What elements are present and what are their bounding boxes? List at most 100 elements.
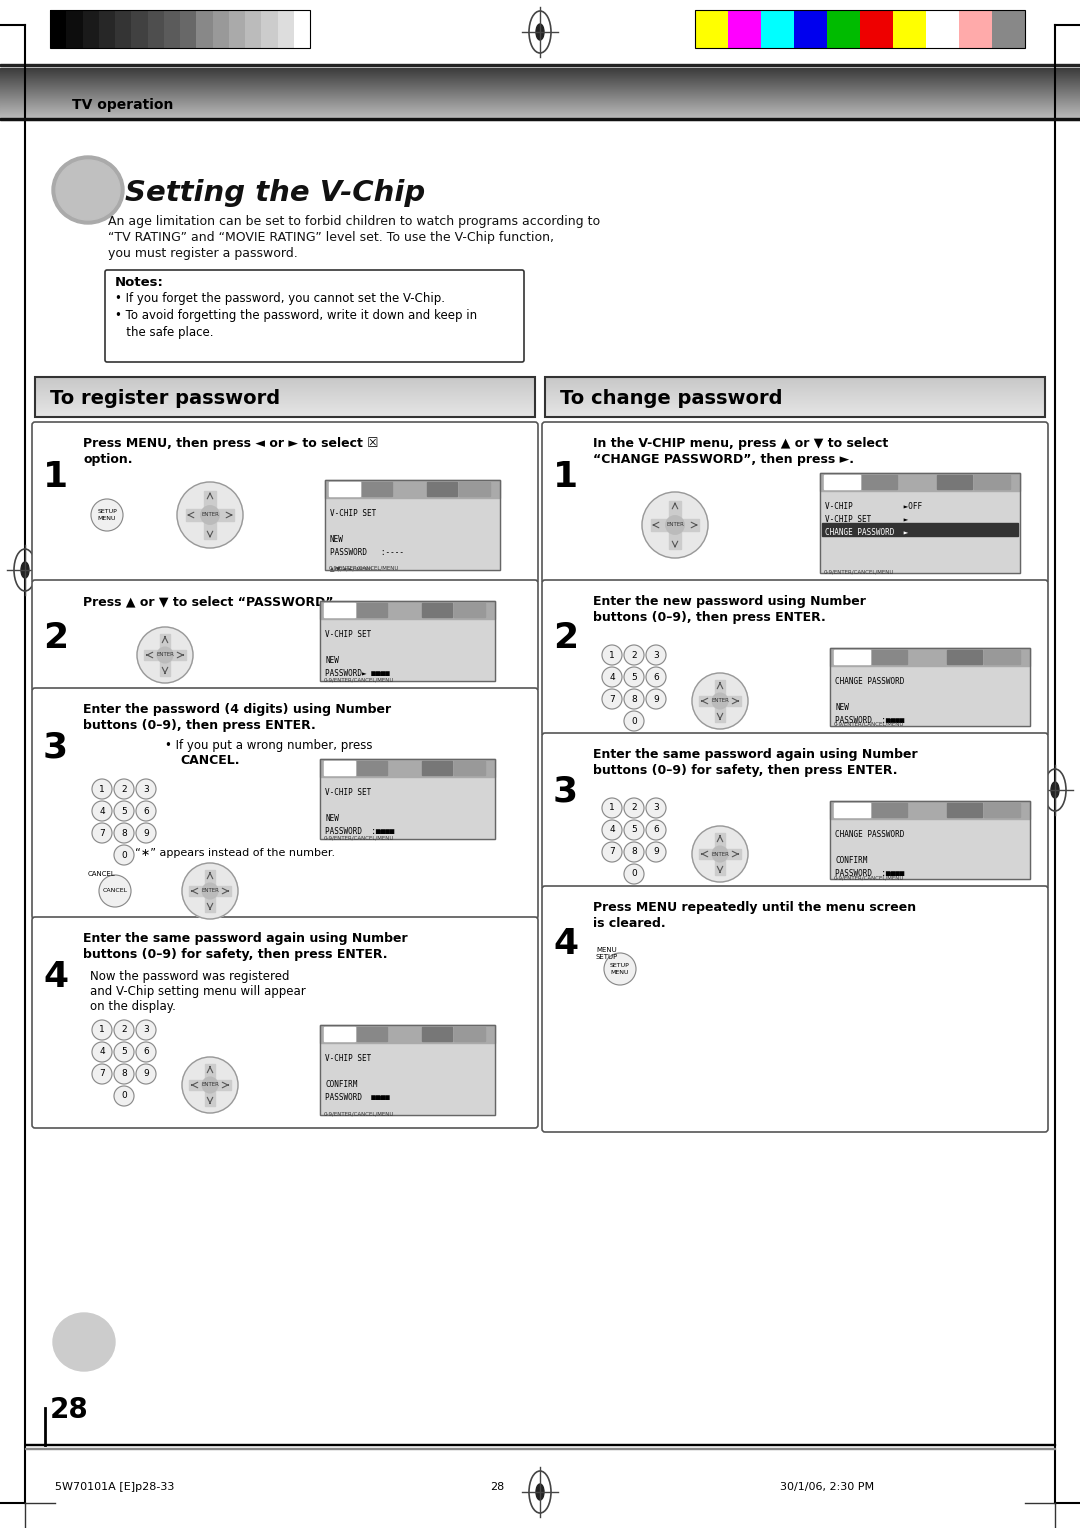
Text: PASSWORD  :■■■■: PASSWORD :■■■■ — [325, 827, 394, 836]
Bar — [947, 649, 983, 665]
Text: “∗” appears instead of the number.: “∗” appears instead of the number. — [135, 848, 335, 859]
Bar — [872, 649, 907, 665]
Bar — [726, 848, 741, 859]
Circle shape — [201, 506, 219, 524]
Bar — [229, 11, 245, 47]
Bar — [650, 518, 669, 532]
Bar — [216, 509, 234, 521]
Text: 5: 5 — [121, 807, 126, 816]
Bar — [356, 1027, 388, 1041]
Text: 7: 7 — [99, 828, 105, 837]
Bar — [261, 11, 278, 47]
FancyBboxPatch shape — [542, 886, 1048, 1132]
Bar — [320, 1025, 495, 1044]
Text: Press ▲ or ▼ to select “PASSWORD”.: Press ▲ or ▼ to select “PASSWORD”. — [83, 594, 338, 608]
Text: buttons (0–9) for safety, then press ENTER.: buttons (0–9) for safety, then press ENT… — [83, 947, 388, 961]
Text: Notes:: Notes: — [114, 277, 164, 289]
Circle shape — [183, 863, 238, 918]
Text: 1: 1 — [99, 1025, 105, 1034]
FancyBboxPatch shape — [542, 733, 1048, 889]
Text: 1: 1 — [43, 460, 68, 494]
Bar — [320, 1025, 495, 1115]
Text: 0-9/ENTER/CANCEL/MENU: 0-9/ENTER/CANCEL/MENU — [324, 677, 394, 681]
Text: 2: 2 — [43, 620, 68, 656]
Bar — [389, 604, 420, 617]
Bar — [984, 649, 1020, 665]
Bar — [422, 604, 453, 617]
Circle shape — [624, 668, 644, 688]
Text: 6: 6 — [653, 825, 659, 834]
Text: 3: 3 — [144, 1025, 149, 1034]
Text: • If you forget the password, you cannot set the V-Chip.: • If you forget the password, you cannot… — [114, 292, 445, 306]
Text: NEW: NEW — [835, 703, 849, 712]
Bar — [831, 801, 1030, 879]
Text: Press MENU, then press ◄ or ► to select ☒: Press MENU, then press ◄ or ► to select … — [83, 437, 378, 451]
Text: 0-9/ENTER/CANCEL/MENU: 0-9/ENTER/CANCEL/MENU — [824, 568, 894, 575]
Circle shape — [646, 689, 666, 709]
Bar — [205, 897, 215, 912]
Bar — [35, 377, 535, 417]
Text: CONFIRM: CONFIRM — [325, 1080, 357, 1089]
Circle shape — [602, 842, 622, 862]
Circle shape — [136, 1021, 156, 1041]
Text: 2: 2 — [121, 1025, 126, 1034]
Ellipse shape — [536, 1484, 544, 1500]
Text: V-CHIP SET: V-CHIP SET — [330, 509, 376, 518]
Text: Press MENU repeatedly until the menu screen: Press MENU repeatedly until the menu scr… — [593, 902, 916, 914]
Text: CANCEL: CANCEL — [87, 871, 114, 877]
Circle shape — [712, 847, 728, 862]
Text: CHANGE PASSWORD: CHANGE PASSWORD — [835, 677, 904, 686]
Circle shape — [114, 845, 134, 865]
Bar — [459, 481, 490, 497]
Bar — [325, 480, 500, 570]
Circle shape — [114, 1042, 134, 1062]
FancyBboxPatch shape — [542, 581, 1048, 736]
Bar — [936, 475, 972, 489]
Text: ENTER: ENTER — [666, 523, 684, 527]
Bar — [145, 649, 160, 660]
Ellipse shape — [1051, 782, 1059, 798]
Circle shape — [646, 798, 666, 817]
Text: 6: 6 — [144, 1048, 149, 1056]
Text: PASSWORD  ■■■■: PASSWORD ■■■■ — [325, 1093, 390, 1102]
Text: CHANGE PASSWORD  ►: CHANGE PASSWORD ► — [825, 529, 908, 536]
Text: ▲/▼/◄/►/ MENU: ▲/▼/◄/►/ MENU — [330, 565, 373, 571]
Text: 0-9/ENTER/CANCEL/MENU: 0-9/ENTER/CANCEL/MENU — [834, 876, 904, 880]
Text: SETUP: SETUP — [596, 953, 618, 960]
Circle shape — [92, 1042, 112, 1062]
Bar — [455, 604, 485, 617]
Circle shape — [665, 516, 685, 535]
Text: buttons (0–9) for safety, then press ENTER.: buttons (0–9) for safety, then press ENT… — [593, 764, 897, 778]
Circle shape — [136, 1063, 156, 1083]
Text: MENU: MENU — [596, 947, 618, 953]
Text: PASSWORD  :■■■■: PASSWORD :■■■■ — [835, 717, 904, 724]
Text: CANCEL.: CANCEL. — [180, 753, 240, 767]
Bar — [50, 11, 310, 47]
Text: To register password: To register password — [50, 388, 280, 408]
Bar — [245, 11, 261, 47]
Circle shape — [602, 689, 622, 709]
Text: 0: 0 — [631, 869, 637, 879]
Circle shape — [177, 481, 243, 549]
Text: ENTER: ENTER — [711, 698, 729, 703]
Text: 1: 1 — [609, 804, 615, 813]
Circle shape — [114, 1086, 134, 1106]
Text: 1: 1 — [99, 784, 105, 793]
Bar — [394, 481, 424, 497]
Text: To change password: To change password — [561, 388, 783, 408]
Bar — [189, 1080, 205, 1091]
FancyBboxPatch shape — [105, 270, 524, 362]
Bar — [947, 804, 983, 817]
Bar — [98, 11, 114, 47]
Text: 4: 4 — [99, 807, 105, 816]
Bar — [324, 604, 354, 617]
Circle shape — [183, 1057, 238, 1112]
Text: Setting the V-Chip: Setting the V-Chip — [125, 179, 426, 206]
Bar — [389, 1027, 420, 1041]
Circle shape — [114, 801, 134, 821]
Circle shape — [114, 824, 134, 843]
Bar — [82, 11, 98, 47]
Circle shape — [91, 500, 123, 532]
Bar — [831, 648, 1030, 666]
Text: 1: 1 — [609, 651, 615, 660]
